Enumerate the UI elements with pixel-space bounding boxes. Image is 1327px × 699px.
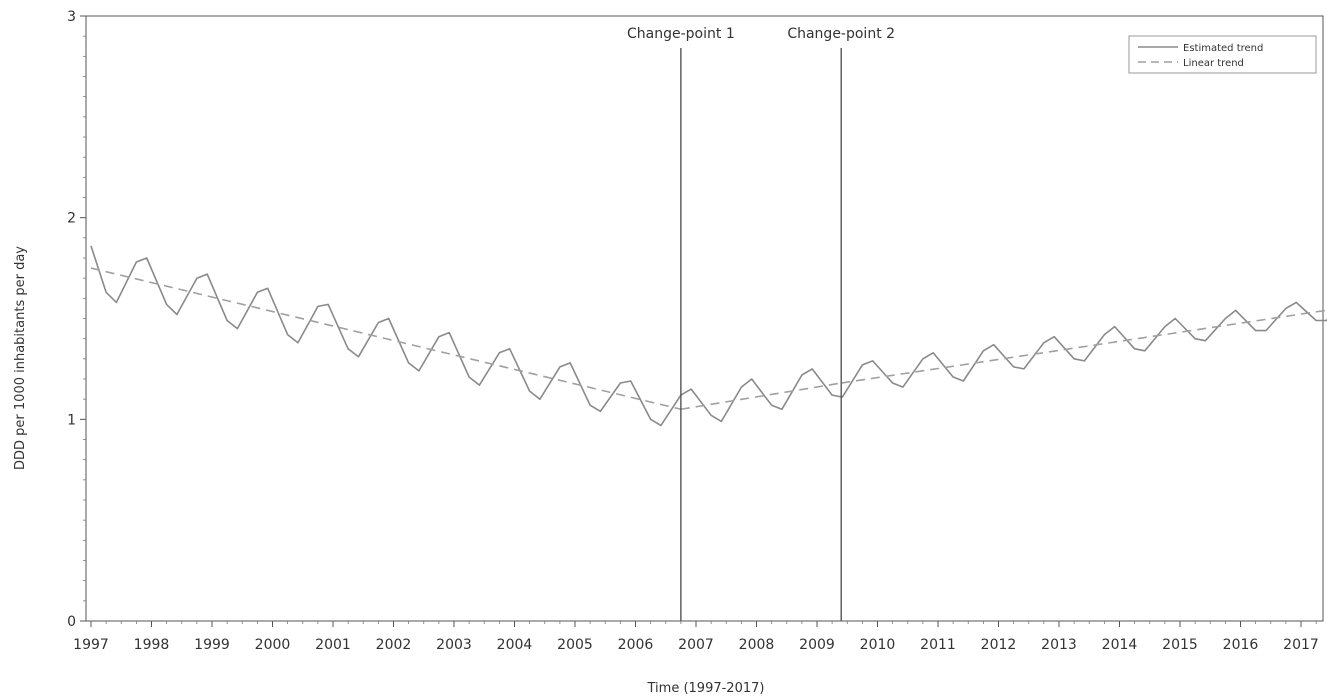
x-tick-label-2017: 2017	[1283, 637, 1319, 653]
x-tick-label-1999: 1999	[194, 637, 230, 653]
y-tick-label-1: 1	[67, 412, 76, 428]
x-tick-label-2014: 2014	[1102, 637, 1138, 653]
series-linear-trend-segment-3	[841, 309, 1327, 384]
change-point-1-label: Change-point 1	[627, 26, 735, 42]
x-tick-label-2000: 2000	[255, 637, 291, 653]
x-tick-label-2011: 2011	[920, 637, 956, 653]
x-tick-label-2004: 2004	[497, 637, 533, 653]
x-tick-label-2005: 2005	[557, 637, 593, 653]
legend-box	[1128, 35, 1317, 74]
y-tick-label-2: 2	[67, 211, 76, 227]
x-tick-label-2003: 2003	[436, 637, 472, 653]
x-tick-label-2007: 2007	[678, 637, 714, 653]
y-axis-label: DDD per 1000 inhabitants per day	[13, 246, 28, 470]
x-tick-label-2013: 2013	[1041, 637, 1077, 653]
x-tick-label-2012: 2012	[981, 637, 1017, 653]
x-tick-label-2006: 2006	[618, 637, 654, 653]
x-tick-label-1997: 1997	[73, 637, 109, 653]
y-tick-label-3: 3	[67, 9, 76, 25]
axes: 0 1 2 3 1997 1998 1999 2000 2001 2002 2003 2004 2005…	[67, 9, 1324, 653]
legend: Estimated trend Linear trend	[1128, 35, 1317, 74]
x-tick-label-2001: 2001	[315, 637, 351, 653]
series-linear-trend-segment-2	[680, 382, 842, 411]
x-tick-label-2009: 2009	[799, 637, 835, 653]
legend-label-estimated-trend: Estimated trend	[1183, 43, 1263, 54]
change-point-2-label: Change-point 2	[787, 26, 895, 42]
x-tick-label-1998: 1998	[134, 637, 170, 653]
annotation-layer: Change-point 1 Change-point 2	[627, 26, 895, 621]
x-tick-label-2015: 2015	[1162, 637, 1198, 653]
plot-frame	[85, 15, 1324, 622]
x-tick-label-2008: 2008	[739, 637, 775, 653]
x-tick-label-2016: 2016	[1223, 637, 1259, 653]
x-axis-label: Time (1997-2017)	[647, 681, 765, 696]
x-tick-label-2002: 2002	[376, 637, 412, 653]
series-estimated-trend-line	[90, 245, 1327, 427]
series-layer	[90, 245, 1327, 427]
legend-label-linear-trend: Linear trend	[1183, 58, 1244, 69]
x-tick-label-2010: 2010	[860, 637, 896, 653]
series-linear-trend-segment-1	[90, 267, 682, 411]
y-tick-label-0: 0	[67, 614, 76, 630]
